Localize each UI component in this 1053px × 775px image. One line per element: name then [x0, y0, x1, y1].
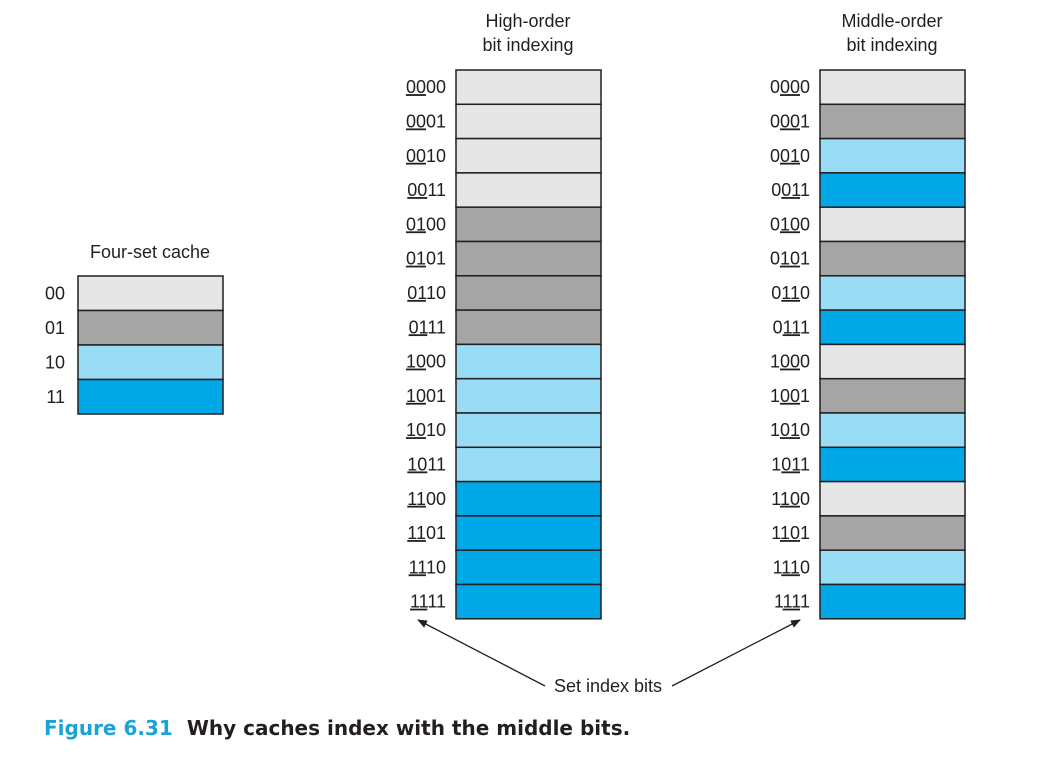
high-order-address-label: 0001	[406, 111, 446, 131]
middle-order-address-label: 0000	[770, 77, 810, 97]
high-order-indexing-column: High-order bit indexing 0000 0001 0010 0011…	[406, 11, 602, 620]
middle-order-address-label: 0100	[770, 214, 810, 234]
high-order-block-0010	[455, 137, 602, 174]
high-order-block-0110	[455, 275, 602, 311]
high-order-block-0011	[455, 172, 602, 208]
set-index-bits-annotation: Set index bits	[417, 619, 801, 696]
high-order-block-1010	[455, 412, 602, 449]
high-order-address-label: 1101	[407, 523, 446, 543]
high-order-block-0000	[455, 69, 602, 106]
middle-order-address-label: 1001	[770, 386, 810, 406]
high-order-block-1111	[455, 583, 602, 620]
high-order-block-1000	[455, 343, 602, 380]
arrow-to-middle-order-bits	[671, 619, 801, 687]
high-order-address-label: 1100	[407, 489, 446, 509]
middle-order-block-0011	[819, 172, 966, 208]
high-order-address-label: 1111	[410, 592, 446, 612]
middle-order-address-label: 0010	[770, 146, 810, 166]
high-order-address-label: 1110	[409, 557, 446, 577]
middle-order-block-0111	[819, 309, 966, 346]
middle-order-block-1011	[819, 446, 966, 483]
high-order-address-label: 1010	[406, 420, 446, 440]
high-order-block-1100	[455, 480, 602, 517]
middle-order-address-label: 1100	[771, 489, 810, 509]
middle-order-address-label: 1101	[771, 523, 810, 543]
high-order-address-label: 0000	[406, 77, 446, 97]
middle-order-block-1001	[819, 377, 966, 414]
middle-order-address-label: 1010	[770, 420, 810, 440]
cache-set-label: 01	[45, 318, 65, 338]
cache-set-11	[77, 378, 224, 415]
set-index-bits-label: Set index bits	[554, 676, 662, 696]
figure-caption: Figure 6.31 Why caches index with the mid…	[44, 716, 630, 740]
high-order-block-0100	[455, 206, 602, 243]
middle-order-indexing-column: Middle-order bit indexing 0000 0001 0010 00…	[770, 11, 966, 620]
middle-order-block-1111	[819, 583, 966, 620]
high-order-block-1011	[455, 446, 602, 483]
cache-set-10	[77, 344, 224, 381]
middle-order-block-0001	[819, 103, 966, 140]
arrow-to-high-order-bits	[417, 619, 546, 687]
cache-set-label: 11	[46, 387, 65, 407]
middle-order-block-0010	[819, 137, 966, 174]
middle-order-address-label: 0001	[770, 111, 810, 131]
high-order-block-0001	[455, 103, 602, 140]
high-order-address-label: 1001	[406, 386, 446, 406]
middle-order-block-0110	[819, 275, 966, 311]
high-order-title-line2: bit indexing	[482, 35, 573, 55]
four-set-cache-title: Four-set cache	[90, 242, 210, 262]
middle-order-address-label: 1110	[773, 557, 810, 577]
figure-caption-text: Why caches index with the middle bits.	[186, 716, 631, 740]
high-order-address-label: 1011	[407, 454, 446, 474]
middle-order-block-1010	[819, 412, 966, 449]
middle-order-title-line1: Middle-order	[841, 11, 942, 31]
middle-order-address-label: 1111	[774, 592, 810, 612]
middle-order-address-label: 0101	[770, 249, 810, 269]
cache-set-00	[77, 275, 224, 312]
high-order-block-0111	[455, 309, 602, 346]
middle-order-address-label: 1011	[771, 454, 810, 474]
high-order-block-1001	[455, 377, 602, 414]
middle-order-block-0101	[819, 240, 966, 277]
high-order-address-label: 0111	[409, 317, 446, 337]
cache-set-label: 10	[45, 352, 65, 372]
middle-order-address-label: 0011	[771, 180, 810, 200]
figure-number: Figure 6.31	[44, 716, 173, 740]
high-order-block-0101	[455, 240, 602, 277]
high-order-address-label: 0110	[407, 283, 446, 303]
high-order-address-label: 0010	[406, 146, 446, 166]
high-order-block-1110	[455, 549, 602, 586]
high-order-title-line1: High-order	[485, 11, 570, 31]
high-order-address-label: 0100	[406, 214, 446, 234]
middle-order-block-1000	[819, 343, 966, 380]
high-order-block-1101	[455, 515, 602, 551]
middle-order-block-0100	[819, 206, 966, 243]
middle-order-address-label: 0111	[773, 317, 810, 337]
high-order-address-label: 0011	[407, 180, 446, 200]
high-order-address-label: 1000	[406, 352, 446, 372]
middle-order-block-1110	[819, 549, 966, 586]
middle-order-block-1101	[819, 515, 966, 551]
middle-order-address-label: 1000	[770, 352, 810, 372]
middle-order-address-label: 0110	[771, 283, 810, 303]
cache-set-label: 00	[45, 283, 65, 303]
four-set-cache: Four-set cache 00 01 10 11	[45, 242, 224, 415]
middle-order-title-line2: bit indexing	[846, 35, 937, 55]
cache-set-01	[77, 309, 224, 346]
middle-order-block-0000	[819, 69, 966, 106]
high-order-address-label: 0101	[406, 249, 446, 269]
middle-order-block-1100	[819, 480, 966, 517]
